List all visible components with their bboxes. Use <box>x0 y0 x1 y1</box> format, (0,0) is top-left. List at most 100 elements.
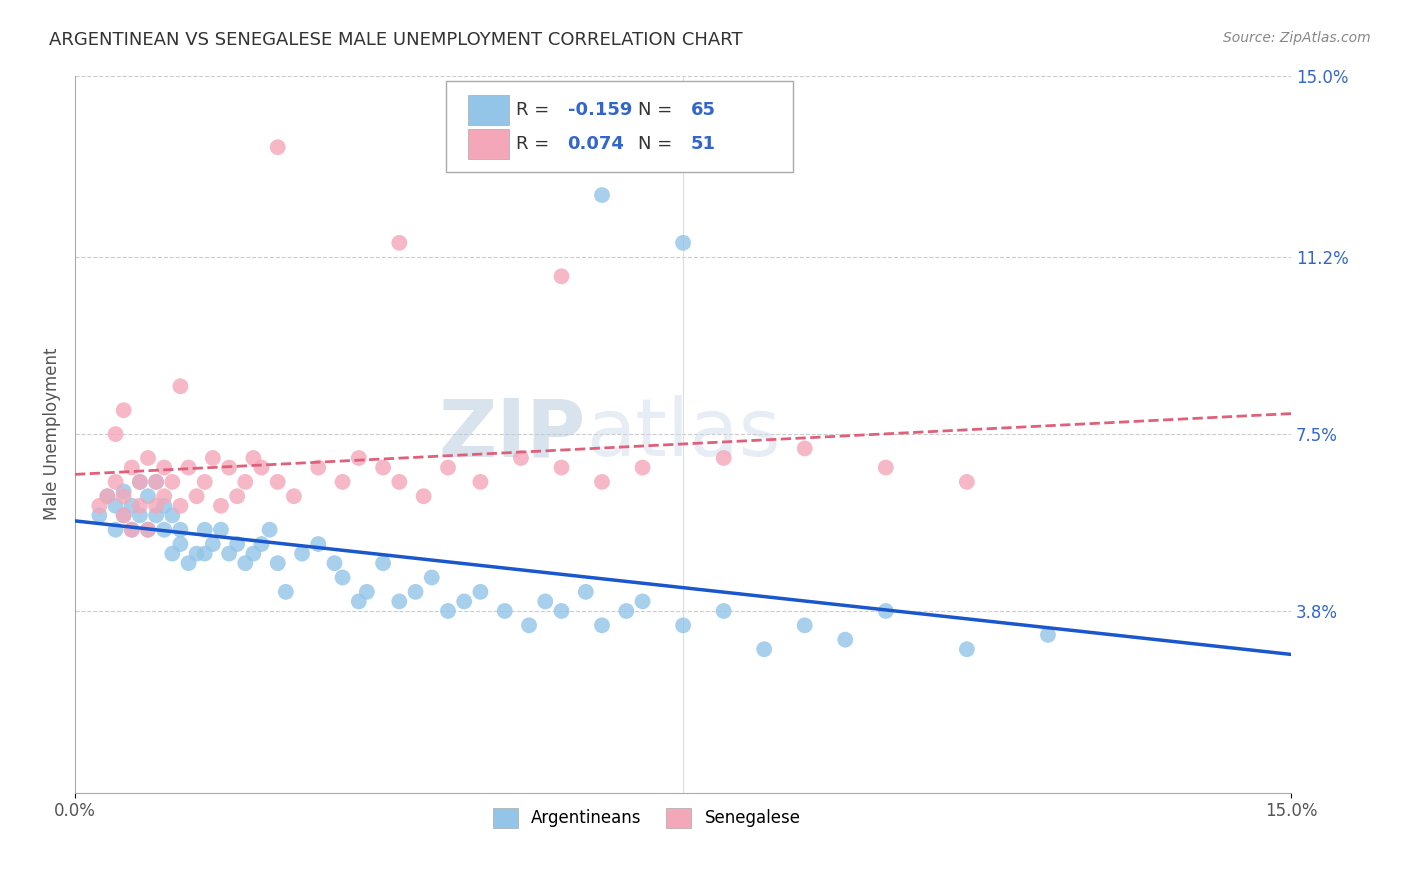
Point <box>267 140 290 154</box>
Point <box>89 499 111 513</box>
Point <box>136 523 159 537</box>
Point <box>201 450 224 465</box>
Point <box>194 547 217 561</box>
Point <box>672 235 695 250</box>
Point <box>104 499 127 513</box>
Point <box>550 604 572 618</box>
Point <box>121 499 143 513</box>
Point <box>405 585 427 599</box>
Point <box>534 594 557 608</box>
Point <box>128 475 150 489</box>
Point <box>226 489 249 503</box>
Point <box>242 450 264 465</box>
Point <box>104 475 127 489</box>
Point <box>169 537 191 551</box>
Point <box>793 442 815 456</box>
Point <box>283 489 305 503</box>
Point <box>128 508 150 523</box>
Point <box>517 618 540 632</box>
Point <box>412 489 434 503</box>
Point <box>875 460 897 475</box>
Point <box>209 499 232 513</box>
Point <box>162 475 184 489</box>
Point <box>371 460 394 475</box>
FancyBboxPatch shape <box>468 95 509 125</box>
Point <box>347 594 370 608</box>
Point <box>186 547 208 561</box>
Point <box>347 450 370 465</box>
Text: N =: N = <box>638 135 678 153</box>
Point <box>186 489 208 503</box>
Point <box>591 618 613 632</box>
Point <box>550 460 572 475</box>
Text: ARGENTINEAN VS SENEGALESE MALE UNEMPLOYMENT CORRELATION CHART: ARGENTINEAN VS SENEGALESE MALE UNEMPLOYM… <box>49 31 742 49</box>
Point <box>356 585 378 599</box>
Point <box>614 604 637 618</box>
Point <box>169 499 191 513</box>
Point <box>259 523 281 537</box>
Point <box>420 570 443 584</box>
Point <box>332 475 354 489</box>
Point <box>250 460 273 475</box>
Point <box>153 460 176 475</box>
Point <box>145 475 167 489</box>
Text: N =: N = <box>638 101 678 119</box>
Point <box>956 642 979 657</box>
Point <box>112 489 135 503</box>
Point <box>437 460 460 475</box>
Point <box>136 450 159 465</box>
Point <box>510 450 533 465</box>
Point <box>550 269 572 284</box>
Text: atlas: atlas <box>586 395 780 473</box>
Point <box>274 585 297 599</box>
Point <box>104 427 127 442</box>
Point <box>470 475 492 489</box>
Point <box>112 403 135 417</box>
Point <box>834 632 856 647</box>
Point <box>112 508 135 523</box>
Point <box>267 475 290 489</box>
Point <box>209 523 232 537</box>
Point <box>875 604 897 618</box>
Point <box>121 460 143 475</box>
FancyBboxPatch shape <box>446 80 793 172</box>
Point <box>1036 628 1059 642</box>
Text: 0.074: 0.074 <box>568 135 624 153</box>
Point <box>121 523 143 537</box>
Point <box>388 235 411 250</box>
Point <box>575 585 598 599</box>
Point <box>162 547 184 561</box>
Point <box>194 475 217 489</box>
Point <box>672 618 695 632</box>
Point <box>136 489 159 503</box>
Point <box>793 618 815 632</box>
Point <box>453 594 475 608</box>
Text: R =: R = <box>516 135 555 153</box>
Point <box>112 508 135 523</box>
Point <box>233 556 256 570</box>
Point <box>291 547 314 561</box>
Text: 65: 65 <box>690 101 716 119</box>
Legend: Argentineans, Senegalese: Argentineans, Senegalese <box>486 801 807 835</box>
Point <box>956 475 979 489</box>
Point <box>218 460 240 475</box>
Point <box>226 537 249 551</box>
Point <box>128 499 150 513</box>
Point <box>713 604 735 618</box>
Point <box>754 642 776 657</box>
Y-axis label: Male Unemployment: Male Unemployment <box>44 348 60 520</box>
Point <box>89 508 111 523</box>
Point <box>145 508 167 523</box>
Point <box>96 489 118 503</box>
Point <box>591 475 613 489</box>
Point <box>631 594 654 608</box>
Text: Source: ZipAtlas.com: Source: ZipAtlas.com <box>1223 31 1371 45</box>
Point <box>162 508 184 523</box>
Point <box>242 547 264 561</box>
Point <box>494 604 516 618</box>
Point <box>136 523 159 537</box>
Point <box>145 475 167 489</box>
Point <box>267 556 290 570</box>
Point <box>153 523 176 537</box>
Text: R =: R = <box>516 101 555 119</box>
